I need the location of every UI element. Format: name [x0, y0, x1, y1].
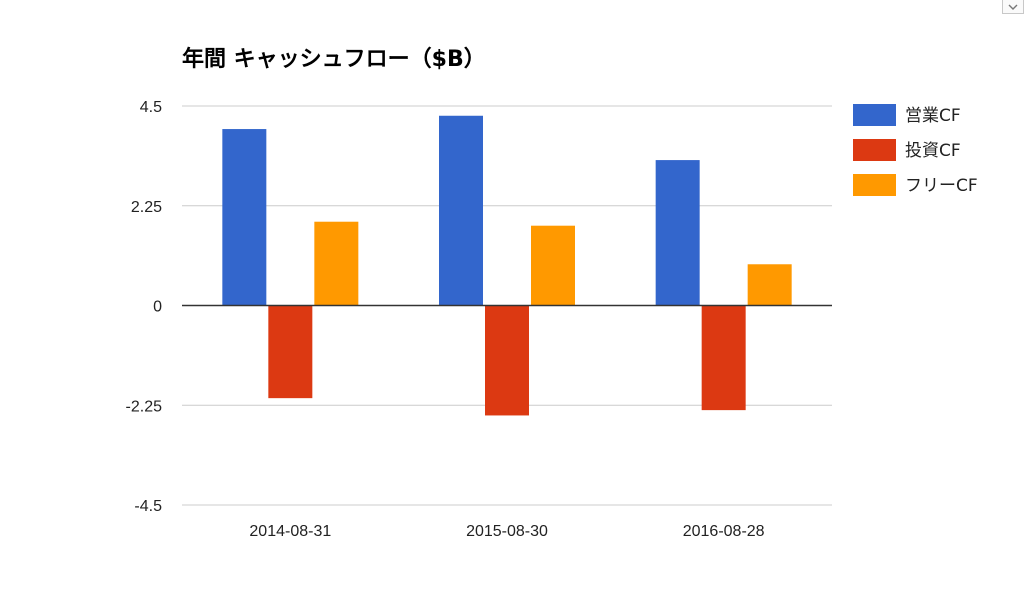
bar[interactable] — [439, 115, 483, 306]
x-tick-label: 2016-08-28 — [683, 523, 765, 540]
legend-label: フリーCF — [905, 176, 978, 196]
chart-menu-button[interactable] — [1002, 0, 1024, 14]
x-tick-label: 2015-08-30 — [466, 523, 548, 540]
bar[interactable] — [268, 305, 313, 399]
legend-label: 営業CF — [905, 106, 961, 126]
y-tick-label: -2.25 — [126, 398, 163, 415]
y-tick-label: 4.5 — [140, 99, 162, 116]
bar[interactable] — [747, 264, 792, 306]
chart-title: 年間 キャッシュフロー（$B） — [182, 46, 486, 72]
x-tick-label: 2014-08-31 — [249, 523, 331, 540]
bar[interactable] — [485, 305, 529, 416]
bar[interactable] — [655, 160, 700, 306]
y-tick-label: 0 — [153, 299, 162, 316]
axes: 4.5 2.25 0 -2.25 -4.5 2014-08-31 2015-08-30 201… — [126, 99, 832, 540]
bar[interactable] — [314, 221, 359, 306]
bar[interactable] — [701, 305, 746, 411]
bar[interactable] — [531, 225, 575, 306]
bar[interactable] — [222, 129, 267, 306]
legend: 営業CF 投資CF フリーCF — [853, 104, 978, 196]
y-tick-label: -4.5 — [134, 498, 162, 515]
y-tick-label: 2.25 — [131, 199, 162, 216]
chevron-down-icon — [1008, 4, 1018, 10]
legend-label: 投資CF — [905, 141, 961, 161]
legend-swatch — [853, 104, 896, 126]
bars — [222, 115, 792, 416]
legend-swatch — [853, 139, 896, 161]
legend-swatch — [853, 174, 896, 196]
